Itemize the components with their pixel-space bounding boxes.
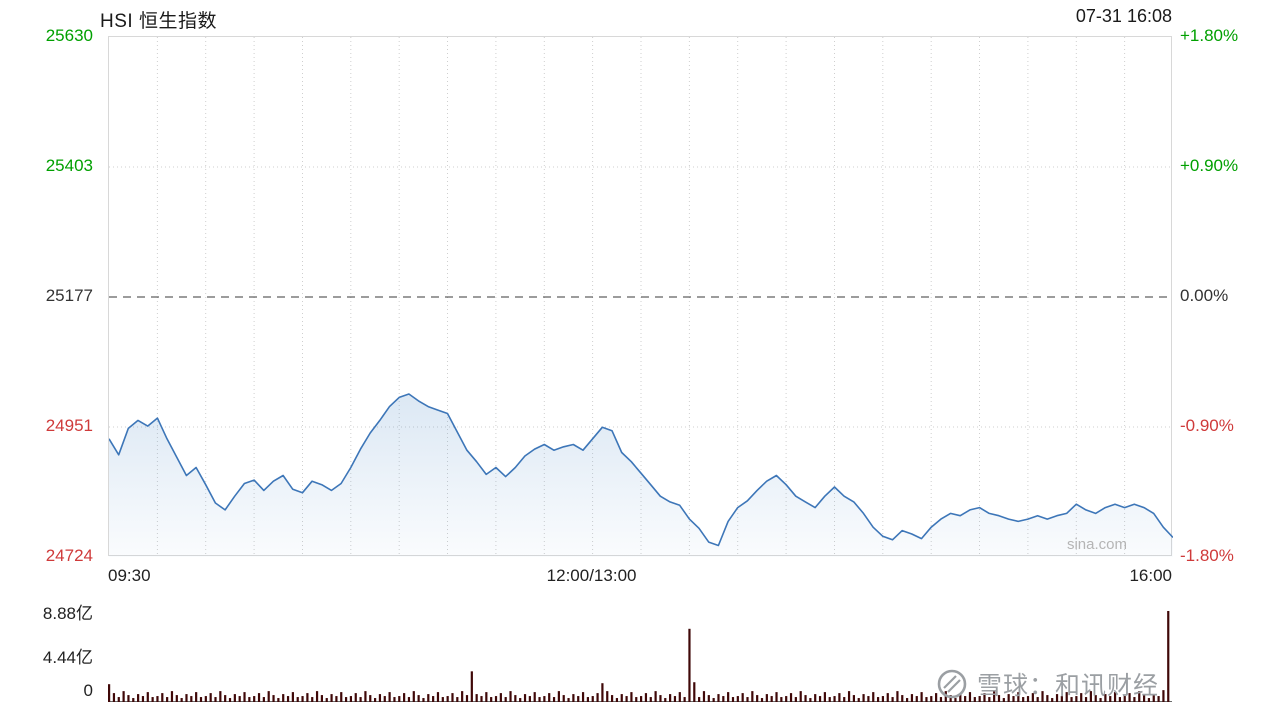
xueqiu-logo-icon [937,669,967,699]
y-axis-left-label: 24724 [45,546,93,565]
y-axis-left-label: 25177 [45,286,93,305]
volume-bar-chart [108,610,1170,702]
volume-axis-label: 4.44亿 [42,648,93,668]
branding-watermark-text: 雪球：和讯财经 [977,672,1160,700]
y-axis-right-label: -1.80% [1180,546,1234,565]
y-axis-left-label: 25630 [45,26,93,45]
x-axis-label: 16:00 [1129,566,1172,585]
volume-plot-area [108,610,1172,702]
y-axis-right-label: +0.90% [1180,156,1239,175]
y-axis-left-label: 24951 [45,416,93,435]
price-line-chart [109,37,1173,557]
volume-axis-label: 8.88亿 [42,604,93,624]
chart-timestamp: 07-31 16:08 [1075,6,1172,26]
chart-title: HSI 恒生指数 [100,11,217,32]
y-axis-right-label: -0.90% [1180,416,1234,435]
x-axis-label: 09:30 [108,566,151,585]
y-axis-right-label: 0.00% [1180,286,1229,305]
y-axis-right-label: +1.80% [1180,26,1239,45]
x-axis-label: 12:00/13:00 [546,566,637,585]
y-axis-left-label: 25403 [45,156,93,175]
branding-watermark: 雪球：和讯财经 [936,666,1159,702]
sina-watermark: sina.com [1066,536,1127,553]
price-plot-area: sina.com [108,36,1173,557]
volume-axis-label: 0 [83,681,93,700]
